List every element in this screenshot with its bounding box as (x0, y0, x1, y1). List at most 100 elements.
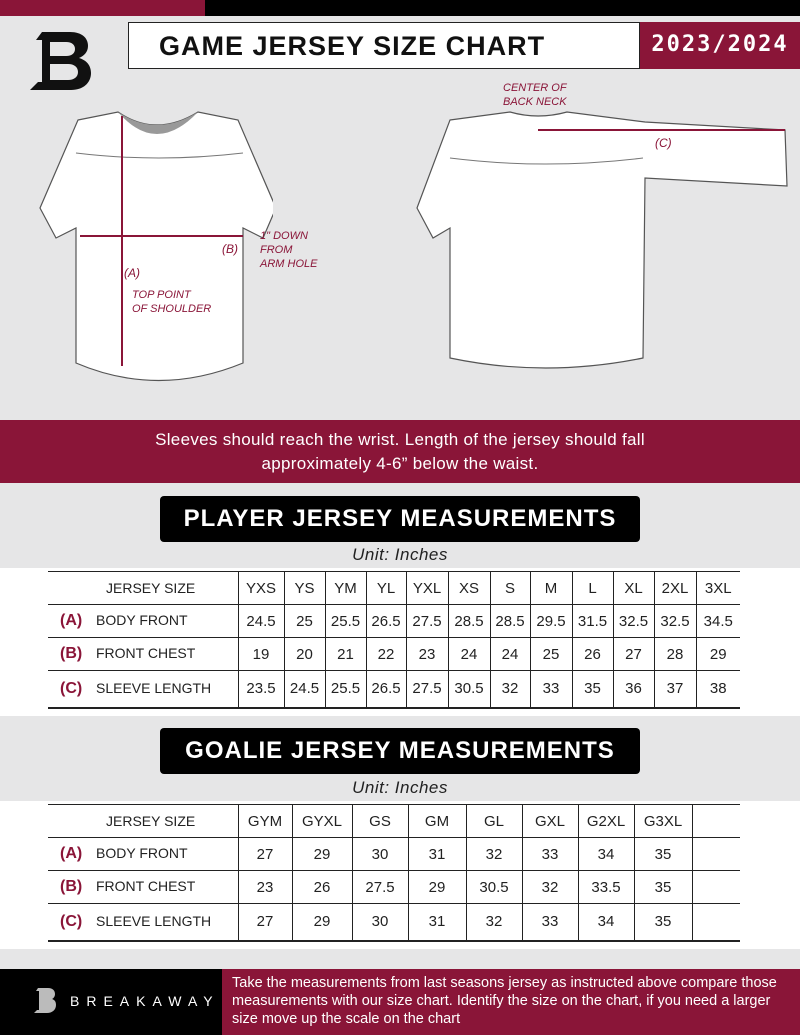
measurement-cell: 29 (695, 637, 740, 671)
measurement-cell: 36 (612, 670, 655, 709)
measurement-cell: 24 (447, 637, 491, 671)
measurement-cell: 32 (465, 837, 523, 871)
measurement-cell: 32.5 (612, 604, 655, 638)
size-header: GYM (237, 804, 293, 838)
row-label-text: FRONT CHEST (96, 645, 196, 661)
table-row: (A) BODY FRONT 27 29 30 31 32 33 34 35 (48, 837, 740, 871)
row-letter: (A) (60, 612, 83, 629)
measurement-cell: 26.5 (365, 604, 407, 638)
label-b: (B) (222, 242, 238, 256)
measurement-cell: 31.5 (571, 604, 614, 638)
label-b-desc: 1" DOWN FROM ARM HOLE (260, 230, 318, 270)
header-row: JERSEY SIZE YXS YS YM YL YXL XS S M L XL 2XL 3XL (48, 571, 740, 605)
measurement-cell: 19 (237, 637, 285, 671)
measurement-cell: 34 (577, 837, 635, 871)
measurement-cell: 35 (571, 670, 614, 709)
measurement-cell: 27 (612, 637, 655, 671)
breakaway-logo-icon (30, 32, 91, 90)
measurement-cell: 35 (633, 903, 693, 942)
measurement-cell: 24 (489, 637, 531, 671)
size-header: GYXL (291, 804, 353, 838)
measurement-cell: 29 (291, 837, 353, 871)
label-a: (A) (124, 266, 140, 280)
table-row: (C) SLEEVE LENGTH 27 29 30 31 32 33 34 35 (48, 903, 740, 942)
size-header: 3XL (695, 571, 740, 605)
footer-logo-icon (34, 988, 56, 1013)
measurement-cell: 28.5 (447, 604, 491, 638)
top-black-bar (205, 0, 800, 16)
instruction-banner: Sleeves should reach the wrist. Length o… (0, 420, 800, 483)
table-row: (B) FRONT CHEST 23 26 27.5 29 30.5 32 33.5 35 (48, 870, 740, 904)
front-jersey-diagram (39, 111, 273, 382)
measurement-cell: 32.5 (653, 604, 697, 638)
measurement-cell: 27 (237, 837, 293, 871)
banner-line-1: Sleeves should reach the wrist. Length o… (155, 430, 645, 449)
measurement-cell: 28 (653, 637, 697, 671)
measurement-cell: 33 (529, 670, 573, 709)
size-header: XL (612, 571, 655, 605)
row-label: (B) FRONT CHEST (48, 637, 239, 671)
size-header-label: JERSEY SIZE (48, 571, 239, 605)
measurement-cell: 23.5 (237, 670, 285, 709)
size-header: G3XL (633, 804, 693, 838)
row-letter: (A) (60, 845, 83, 862)
size-header (691, 804, 740, 838)
size-header: S (489, 571, 531, 605)
measurement-cell: 25 (283, 604, 326, 638)
size-header: GL (465, 804, 523, 838)
header-row: JERSEY SIZE GYM GYXL GS GM GL GXL G2XL G3XL (48, 804, 740, 838)
measurement-cell: 37 (653, 670, 697, 709)
measurement-cell: 25 (529, 637, 573, 671)
size-header: YL (365, 571, 407, 605)
size-header: L (571, 571, 614, 605)
measurement-cell: 26 (291, 870, 353, 904)
label-a-desc: TOP POINT OF SHOULDER (132, 289, 212, 315)
row-letter: (B) (60, 878, 83, 895)
measurement-cell: 32 (489, 670, 531, 709)
row-label: (A) BODY FRONT (48, 604, 239, 638)
size-header: 2XL (653, 571, 697, 605)
size-header: YXS (237, 571, 285, 605)
measurement-cell: 34.5 (695, 604, 740, 638)
goalie-section-title: GOALIE JERSEY MEASUREMENTS (160, 728, 640, 774)
player-unit: Unit: Inches (352, 545, 448, 564)
top-accent-bar (0, 0, 205, 16)
back-jersey-diagram (416, 111, 788, 369)
measurement-cell: 27.5 (405, 604, 449, 638)
size-header: YS (283, 571, 326, 605)
row-label: (B) FRONT CHEST (48, 870, 239, 904)
size-header: YXL (405, 571, 449, 605)
measurement-cell: 25.5 (324, 670, 367, 709)
measurement-cell: 34 (577, 903, 635, 942)
row-label-text: FRONT CHEST (96, 878, 196, 894)
size-header: GXL (521, 804, 579, 838)
measurement-cell: 32 (521, 870, 579, 904)
measurement-cell: 28.5 (489, 604, 531, 638)
measurement-cell: 35 (633, 837, 693, 871)
table-row: (A) BODY FRONT 24.5 25 25.5 26.5 27.5 28.5 28.5 2… (48, 604, 740, 638)
measurement-cell: 30.5 (447, 670, 491, 709)
goalie-unit: Unit: Inches (352, 778, 448, 797)
measurement-cell: 29 (407, 870, 467, 904)
measurement-cell: 30 (351, 837, 409, 871)
size-header: XS (447, 571, 491, 605)
row-label-text: SLEEVE LENGTH (96, 679, 212, 696)
label-c-desc: CENTER OF BACK NECK (503, 82, 567, 108)
measurement-cell: 24.5 (283, 670, 326, 709)
row-label: (C) SLEEVE LENGTH (48, 670, 239, 709)
row-letter: (B) (60, 645, 83, 662)
row-letter: (C) (60, 679, 83, 697)
measurement-cell: 20 (283, 637, 326, 671)
measurement-cell: 31 (407, 837, 467, 871)
row-label-text: SLEEVE LENGTH (96, 912, 212, 929)
measurement-cell: 27.5 (351, 870, 409, 904)
player-table: JERSEY SIZE YXS YS YM YL YXL XS S M L XL 2XL 3XL (A) B… (48, 571, 740, 709)
table-row: (C) SLEEVE LENGTH 23.5 24.5 25.5 26.5 27.5 30.5… (48, 670, 740, 709)
size-header: GS (351, 804, 409, 838)
size-header: G2XL (577, 804, 635, 838)
size-header: M (529, 571, 573, 605)
banner-line-2: approximately 4-6” below the waist. (261, 454, 539, 473)
goalie-table: JERSEY SIZE GYM GYXL GS GM GL GXL G2XL G3XL (A) BO… (48, 804, 740, 942)
measurement-cell: 33 (521, 903, 579, 942)
row-label-text: BODY FRONT (96, 612, 188, 628)
